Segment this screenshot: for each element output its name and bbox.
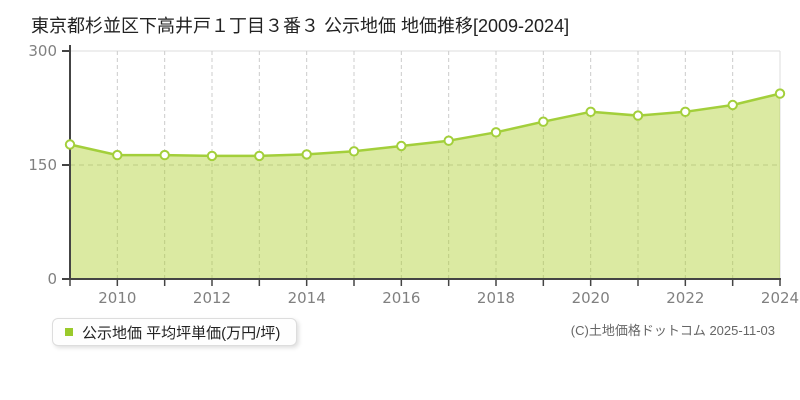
y-tick-label: 300 [28,42,57,60]
area-fill [70,93,780,279]
x-tick-label: 2022 [666,289,704,307]
legend: 公示地価 平均坪単価(万円/坪) [52,318,298,346]
x-tick-label: 2014 [288,289,326,307]
data-point-marker [490,127,502,138]
x-tick-label: 2024 [761,289,799,307]
y-tick-label: 150 [28,156,57,174]
y-tick-label: 0 [47,270,57,288]
x-tick-label: 2010 [98,289,136,307]
page-title: 東京都杉並区下高井戸１丁目３番３ 公示地価 地価推移[2009-2024] [31,16,570,36]
x-tick-label: 2016 [382,289,420,307]
data-point-marker [112,149,123,161]
data-point-marker [159,149,170,161]
legend-bullet-icon [65,328,73,336]
data-point-marker [443,135,454,146]
data-point-marker [727,99,738,111]
data-point-marker [396,140,407,152]
data-line [69,92,781,158]
data-point-marker [585,106,596,118]
data-point-marker [680,106,691,118]
data-point-marker [254,150,265,162]
data-point-marker [64,139,76,150]
land-price-area-chart: 0 150 300 2010 2012 2014 2016 2018 2020 2022 2024 [28,42,799,307]
x-tick-label: 2020 [572,289,610,307]
data-point-marker [774,88,786,99]
data-point-marker [206,150,218,162]
copyright: (C)土地価格ドットコム 2025-11-03 [570,323,775,338]
x-tick-label: 2018 [477,289,515,307]
chart-canvas: 0 150 300 2010 2012 2014 2016 2018 2020 2022 2024 [28,42,799,307]
data-point-marker [632,110,644,121]
data-point-marker [301,149,312,160]
legend-label: 公示地価 平均坪単価(万円/坪) [82,324,281,342]
data-point-marker [348,146,360,157]
data-point-marker [538,116,549,127]
x-tick-label: 2012 [193,289,231,307]
